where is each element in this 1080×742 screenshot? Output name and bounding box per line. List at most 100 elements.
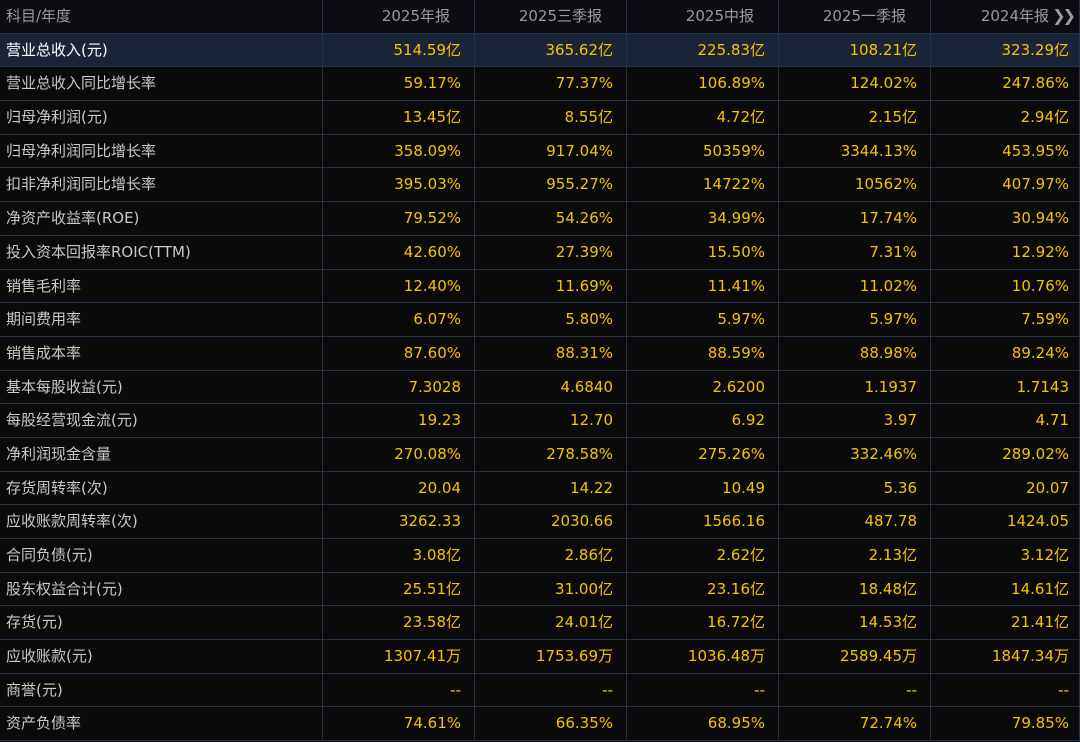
table-cell-value: 23.58亿 (323, 606, 475, 641)
table-cell-value: 1.1937 (779, 370, 931, 405)
table-cell-value: 5.97% (779, 303, 931, 337)
table-cell-value: 2.94亿 (931, 101, 1080, 135)
period-header-2025-interim[interactable]: 2025中报 (627, 0, 779, 34)
double-chevron-right-icon[interactable]: ❯❯ (1052, 6, 1076, 25)
period-header-2025-q3[interactable]: 2025三季报 (475, 0, 627, 34)
table-cell-value: 77.37% (475, 67, 627, 102)
row-label: 应收账款周转率(次) (0, 505, 323, 539)
table-cell-value: 2.6200 (627, 370, 779, 405)
table-cell-value: 42.60% (323, 235, 475, 270)
table-cell-value: 14722% (627, 168, 779, 203)
row-label: 期间费用率 (0, 303, 323, 337)
row-label: 存货(元) (0, 606, 323, 641)
table-cell-value: -- (323, 673, 475, 708)
table-cell-value: 270.08% (323, 437, 475, 472)
table-cell-value: 12.40% (323, 269, 475, 304)
table-cell-value: 27.39% (475, 235, 627, 270)
table-cell-value: 6.92 (627, 404, 779, 438)
row-label: 每股经营现金流(元) (0, 404, 323, 438)
row-label: 销售成本率 (0, 336, 323, 371)
table-cell-value: 4.72亿 (627, 101, 779, 135)
table-cell-value: 8.55亿 (475, 101, 627, 135)
corner-label: 科目/年度 (0, 0, 323, 34)
row-label: 归母净利润同比增长率 (0, 134, 323, 169)
table-cell-value: 1424.05 (931, 505, 1080, 539)
table-cell-value: 365.62亿 (475, 33, 627, 68)
table-cell-value: -- (475, 673, 627, 708)
table-cell-value: 10.49 (627, 471, 779, 506)
table-cell-value: 487.78 (779, 505, 931, 539)
table-cell-value: 2030.66 (475, 505, 627, 539)
table-cell-value: 4.71 (931, 404, 1080, 438)
table-cell-value: 275.26% (627, 437, 779, 472)
table-cell-value: 79.52% (323, 202, 475, 236)
table-cell-value: 31.00亿 (475, 572, 627, 607)
table-cell-value: 1847.34万 (931, 640, 1080, 674)
table-cell-value: 87.60% (323, 336, 475, 371)
table-cell-value: 89.24% (931, 336, 1080, 371)
table-cell-value: 54.26% (475, 202, 627, 236)
row-label: 应收账款(元) (0, 640, 323, 674)
table-cell-value: 88.98% (779, 336, 931, 371)
row-label: 营业总收入同比增长率 (0, 67, 323, 102)
table-cell-value: 66.35% (475, 707, 627, 742)
table-cell-value: 332.46% (779, 437, 931, 472)
table-cell-value: 21.41亿 (931, 606, 1080, 641)
table-cell-value: 11.69% (475, 269, 627, 304)
table-cell-value: 1566.16 (627, 505, 779, 539)
table-cell-value: 395.03% (323, 168, 475, 203)
table-cell-value: 1753.69万 (475, 640, 627, 674)
period-header-2025-annual[interactable]: 2025年报 (323, 0, 475, 34)
table-cell-value: 3262.33 (323, 505, 475, 539)
table-cell-value: 14.22 (475, 471, 627, 506)
table-cell-value: 20.07 (931, 471, 1080, 506)
table-cell-value: 3.12亿 (931, 539, 1080, 573)
table-cell-value: 19.23 (323, 404, 475, 438)
row-label: 归母净利润(元) (0, 101, 323, 135)
row-label: 商誉(元) (0, 673, 323, 708)
table-cell-value: 23.16亿 (627, 572, 779, 607)
table-cell-value: 13.45亿 (323, 101, 475, 135)
table-cell-value: 16.72亿 (627, 606, 779, 641)
table-cell-value: 278.58% (475, 437, 627, 472)
table-cell-value: 20.04 (323, 471, 475, 506)
table-cell-value: 225.83亿 (627, 33, 779, 68)
table-cell-value: 6.07% (323, 303, 475, 337)
table-cell-value: 79.85% (931, 707, 1080, 742)
table-cell-value: 2.62亿 (627, 539, 779, 573)
row-label: 净利润现金含量 (0, 437, 323, 472)
table-cell-value: 7.31% (779, 235, 931, 270)
table-cell-value: 30.94% (931, 202, 1080, 236)
table-cell-value: 10.76% (931, 269, 1080, 304)
period-header-2025-q1[interactable]: 2025一季报 (779, 0, 931, 34)
table-cell-value: 4.6840 (475, 370, 627, 405)
table-cell-value: -- (779, 673, 931, 708)
table-cell-value: 3.08亿 (323, 539, 475, 573)
table-cell-value: 917.04% (475, 134, 627, 169)
table-cell-value: 124.02% (779, 67, 931, 102)
table-cell-value: 14.61亿 (931, 572, 1080, 607)
table-cell-value: 2589.45万 (779, 640, 931, 674)
table-cell-value: 3.97 (779, 404, 931, 438)
table-cell-value: 17.74% (779, 202, 931, 236)
table-cell-value: 88.59% (627, 336, 779, 371)
table-cell-value: 72.74% (779, 707, 931, 742)
row-label: 合同负债(元) (0, 539, 323, 573)
table-cell-value: 74.61% (323, 707, 475, 742)
table-cell-value: 2.15亿 (779, 101, 931, 135)
table-cell-value: 12.92% (931, 235, 1080, 270)
table-cell-value: 34.99% (627, 202, 779, 236)
table-cell-value: 50359% (627, 134, 779, 169)
table-cell-value: 5.80% (475, 303, 627, 337)
row-label: 营业总收入(元) (0, 33, 323, 68)
table-cell-value: 5.36 (779, 471, 931, 506)
table-cell-value: 1036.48万 (627, 640, 779, 674)
table-cell-value: 14.53亿 (779, 606, 931, 641)
period-header-2024-annual[interactable]: 2024年报 (931, 0, 1080, 34)
table-cell-value: 25.51亿 (323, 572, 475, 607)
table-cell-value: 18.48亿 (779, 572, 931, 607)
table-cell-value: 1307.41万 (323, 640, 475, 674)
table-cell-value: -- (627, 673, 779, 708)
table-cell-value: -- (931, 673, 1080, 708)
table-cell-value: 453.95% (931, 134, 1080, 169)
